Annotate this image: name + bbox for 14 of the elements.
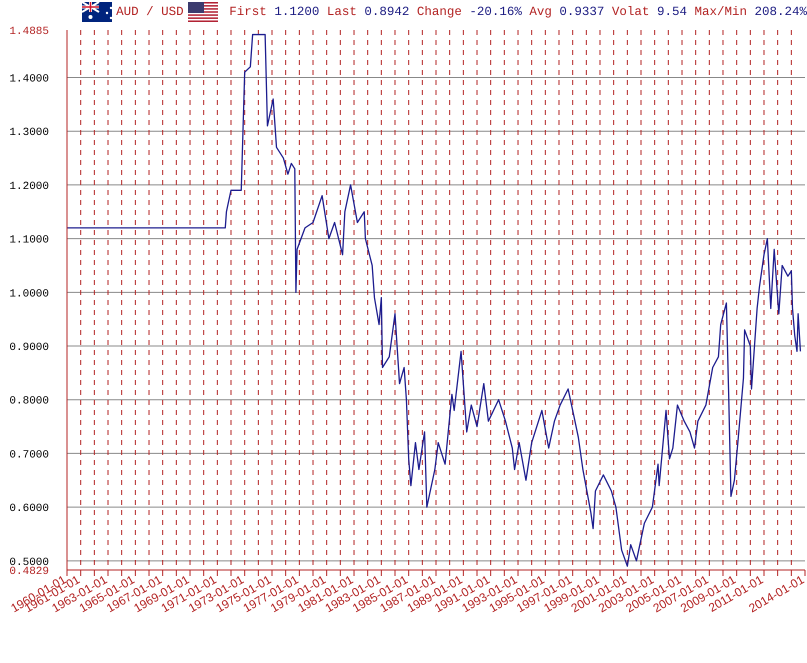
y-tick-label: 1.2000 xyxy=(9,180,49,193)
y-tick-label: 1.4000 xyxy=(9,74,49,86)
y-tick-label: 0.8000 xyxy=(9,396,49,408)
y-tick-label: 0.9000 xyxy=(9,342,49,354)
y-tick-label: 0.7000 xyxy=(9,449,49,462)
y-tick-label: 1.4885 xyxy=(9,26,49,38)
y-tick-label: 1.1000 xyxy=(9,234,49,247)
text: First 1.1200 Last 0.8942 Change -20.16% Avg 0.9337 Volat 9.54 Max/Min 208.24% xyxy=(229,5,807,19)
line-series xyxy=(67,34,802,567)
y-tick-label: 0.4829 xyxy=(9,566,49,578)
y-tick-label: 0.6000 xyxy=(9,503,49,516)
chart-title: AUD / USD xyxy=(116,5,184,19)
y-tick-label: 1.0000 xyxy=(9,288,49,300)
y-tick-label: 1.3000 xyxy=(9,127,49,140)
